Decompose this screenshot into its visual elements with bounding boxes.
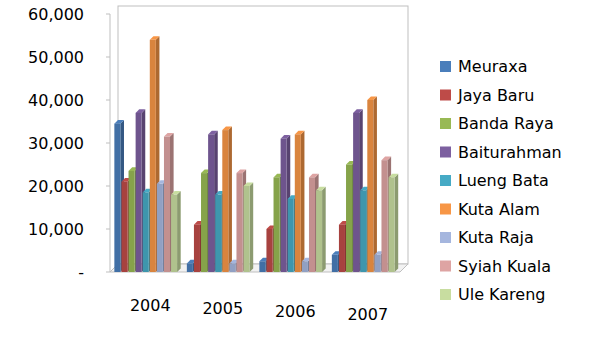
y-tick-label: 60,000 <box>28 5 84 24</box>
legend-swatch <box>440 147 451 158</box>
bar-top <box>389 174 399 178</box>
bar <box>215 195 221 272</box>
bar-top <box>114 120 124 124</box>
y-tick-label: 20,000 <box>28 177 84 196</box>
bar-side <box>395 174 399 272</box>
bar <box>222 130 228 272</box>
bar <box>367 100 373 272</box>
y-tick <box>106 57 110 58</box>
bar <box>187 263 193 272</box>
bar <box>229 263 235 272</box>
legend-label: Kuta Alam <box>458 200 540 219</box>
bar-top <box>171 191 181 195</box>
y-tick <box>106 272 110 273</box>
y-tick <box>106 14 110 15</box>
bar-top <box>136 109 146 113</box>
y-tick <box>106 186 110 187</box>
bar <box>339 225 345 272</box>
bar <box>114 124 120 272</box>
bar-top <box>244 182 254 186</box>
bar <box>201 173 207 272</box>
legend-swatch <box>440 90 451 101</box>
bar-top <box>236 169 246 173</box>
bar <box>194 225 200 272</box>
legend-label: Lueng Bata <box>458 171 549 190</box>
x-tick-label: 2007 <box>347 305 388 324</box>
legend-label: Jaya Baru <box>457 86 534 105</box>
bar-side <box>373 96 377 272</box>
bar <box>164 137 170 272</box>
bar-top <box>316 187 326 191</box>
legend-label: Meuraxa <box>458 57 527 76</box>
bar <box>266 229 272 272</box>
bar <box>302 261 308 272</box>
bar <box>157 184 163 272</box>
bar-side <box>250 182 254 272</box>
bar-side <box>228 126 232 272</box>
bar-top <box>281 135 291 139</box>
bar <box>309 177 315 272</box>
bar <box>129 171 135 272</box>
bar-side <box>177 191 181 272</box>
y-tick <box>106 229 110 230</box>
x-tick-label: 2004 <box>130 296 171 315</box>
bar-top <box>309 174 319 178</box>
bar <box>274 177 280 272</box>
bar-top <box>367 96 377 100</box>
bar-top <box>222 126 232 130</box>
legend-swatch <box>440 61 451 72</box>
bars <box>114 36 398 272</box>
bar <box>288 199 294 272</box>
x-tick-label: 2005 <box>202 299 243 318</box>
y-tick-label: 40,000 <box>28 91 84 110</box>
legend-label: Kuta Raja <box>458 228 534 247</box>
bar <box>346 165 352 273</box>
bar <box>150 40 156 272</box>
bar-side <box>301 131 305 272</box>
bar <box>316 190 322 272</box>
bar <box>121 182 127 272</box>
bar <box>236 173 242 272</box>
bar-top <box>295 131 305 135</box>
bar <box>389 177 395 272</box>
bar-top <box>208 131 218 135</box>
legend-swatch <box>440 175 451 186</box>
y-tick <box>106 100 110 101</box>
legend-swatch <box>440 289 451 300</box>
y-tick-label: 30,000 <box>28 134 84 153</box>
y-tick-label: 50,000 <box>28 48 84 67</box>
legend-swatch <box>440 204 451 215</box>
bar <box>136 113 142 272</box>
bar <box>281 139 287 272</box>
bar <box>259 261 265 272</box>
bar-top <box>353 109 363 113</box>
x-tick-label: 2006 <box>275 302 316 321</box>
bar-top <box>164 133 174 137</box>
bar <box>143 192 149 272</box>
legend-swatch <box>440 261 451 272</box>
legend-label: Banda Raya <box>458 114 554 133</box>
legend: Meuraxa Jaya Baru Banda Raya Baiturahman Lue… <box>440 57 562 304</box>
bar <box>332 255 338 272</box>
chart: - 10,000 20,000 30,000 40,000 50,000 60,000 200… <box>0 0 598 360</box>
legend-label: Ule Kareng <box>458 285 545 304</box>
bar-top <box>381 157 391 161</box>
bar <box>374 255 380 272</box>
legend-swatch <box>440 232 451 243</box>
bar <box>381 160 387 272</box>
bar <box>353 113 359 272</box>
bar-side <box>322 187 326 272</box>
bar-top <box>150 36 160 40</box>
legend-swatch <box>440 118 451 129</box>
legend-label: Syiah Kuala <box>458 257 551 276</box>
y-tick-label: 10,000 <box>28 220 84 239</box>
y-tick <box>106 143 110 144</box>
legend-label: Baiturahman <box>458 143 562 162</box>
bar <box>208 134 214 272</box>
bar <box>360 190 366 272</box>
bar <box>171 195 177 272</box>
y-tick-label: - <box>78 263 84 282</box>
bar <box>295 134 301 272</box>
bar <box>244 186 250 272</box>
